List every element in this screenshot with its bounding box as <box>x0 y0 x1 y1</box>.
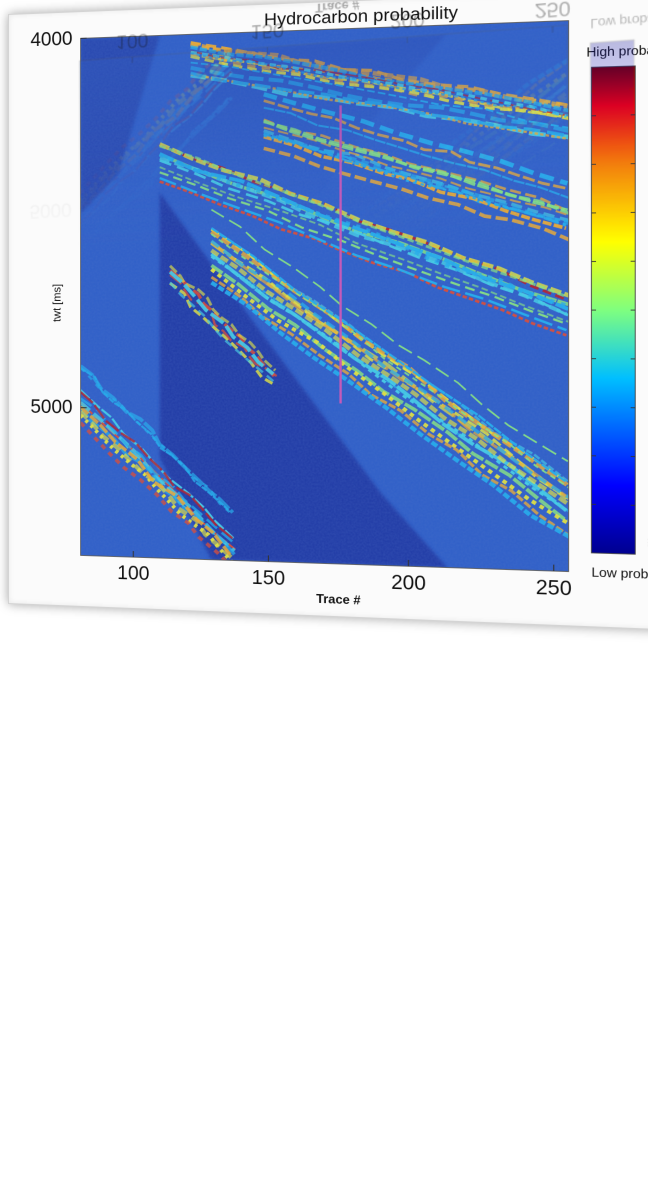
x-axis-label: Trace # <box>315 0 360 16</box>
colorbar <box>590 40 634 529</box>
x-tick-label: 250 <box>535 0 571 22</box>
chart-reflection: Hydrocarbon probability 4000 5000 100 150 2… <box>8 0 648 604</box>
heatmap-texture <box>80 25 568 578</box>
x-tick-label: 100 <box>116 29 148 53</box>
y-tick-label: 5000 <box>29 199 71 223</box>
y-axis: 4000 5000 <box>29 198 85 589</box>
x-tick-label: 150 <box>251 19 284 43</box>
chart-title: Hydrocarbon probability <box>263 579 458 599</box>
y-tick-label: 4000 <box>29 568 71 589</box>
x-tick-label: 200 <box>390 8 425 33</box>
colorbar-low-label: Low probability <box>590 9 648 31</box>
y-axis-label: twt [ms] <box>51 295 63 334</box>
colorbar-high-label: High probability <box>585 535 648 551</box>
heatmap-chart-reflection: Hydrocarbon probability 4000 5000 100 150 2… <box>8 0 648 604</box>
plot-area <box>80 18 571 578</box>
